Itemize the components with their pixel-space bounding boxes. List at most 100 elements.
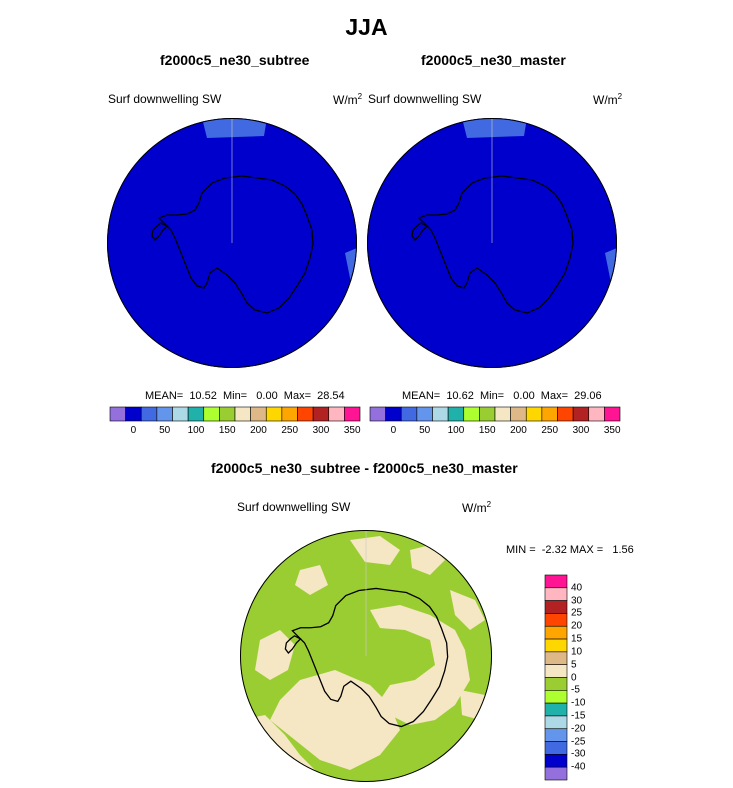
- colorbar-tick-label: 250: [541, 425, 559, 436]
- colorbar-tick-label: 300: [312, 425, 330, 436]
- colorbar-tick-label: 350: [603, 425, 621, 436]
- colorbar-tick-label: 40: [571, 582, 583, 594]
- panel-2-units: W/m2: [593, 92, 623, 107]
- colorbar-tick-label: 20: [571, 620, 583, 632]
- colorbar-swatch: [544, 651, 568, 665]
- colorbar-swatch: [109, 406, 126, 422]
- colorbar-swatch: [544, 664, 568, 678]
- colorbar-swatch: [557, 406, 574, 422]
- map-border: [240, 530, 492, 782]
- map-edge-shading: [462, 118, 527, 138]
- panel-1-polar-map: [107, 118, 357, 368]
- colorbar-tick-label: 0: [130, 425, 137, 436]
- coastline: [417, 175, 574, 314]
- map-edge-shading: [202, 118, 267, 138]
- diff-polar-map: [240, 530, 492, 782]
- diff-subtitle: f2000c5_ne30_subtree - f2000c5_ne30_mast…: [211, 460, 518, 476]
- colorbar-tick-label: 100: [447, 425, 465, 436]
- coastline: [157, 175, 314, 314]
- colorbar-swatch: [281, 406, 298, 422]
- colorbar-swatch: [265, 406, 283, 422]
- colorbar-swatch: [156, 406, 173, 422]
- colorbar-tick-label: -15: [571, 710, 586, 722]
- colorbar-tick-label: 250: [281, 425, 299, 436]
- colorbar-swatch: [140, 406, 158, 422]
- coastline: [291, 587, 449, 728]
- map-field-fill: [370, 605, 470, 725]
- panel-2-colorbar-ticks: 0 50 100 150 200 250 300 350: [370, 425, 621, 439]
- colorbar-tick-label: 25: [571, 607, 583, 619]
- colorbar-swatch: [544, 638, 568, 653]
- colorbar-swatch: [447, 406, 465, 422]
- colorbar-tick-label: -25: [571, 736, 586, 748]
- colorbar-tick-label: 0: [571, 672, 577, 683]
- map-field-fill: [295, 565, 328, 595]
- colorbar-swatch: [544, 715, 568, 730]
- colorbar-tick-label: 200: [510, 425, 527, 436]
- colorbar-tick-label: 5: [571, 659, 577, 671]
- coastline: [151, 222, 169, 241]
- coastline: [411, 222, 429, 241]
- colorbar-swatch: [525, 406, 543, 422]
- panel-1-colorbar-ticks: 0 50 100 150 200 250 300 350: [110, 425, 361, 439]
- colorbar-swatch: [544, 613, 568, 627]
- diff-colorbar-ticks: 40 30 25 20 15 10 5 0 -5 -10 -15 -20 -25 -30 -40: [571, 575, 611, 780]
- colorbar-swatch: [544, 625, 568, 640]
- colorbar-tick-label: -30: [571, 748, 586, 760]
- diff-stats: MIN = -2.32 MAX = 1.56: [506, 544, 634, 556]
- panel-2-colorbar: [369, 406, 621, 422]
- colorbar-swatch: [203, 406, 220, 422]
- colorbar-tick-label: 350: [343, 425, 361, 436]
- diff-variable-label: Surf downwelling SW: [237, 500, 351, 514]
- colorbar-swatch: [544, 754, 568, 768]
- colorbar-swatch: [544, 587, 568, 601]
- diff-units: W/m2: [462, 500, 492, 515]
- colorbar-tick-label: -5: [571, 684, 580, 696]
- colorbar-tick-label: 200: [250, 425, 267, 436]
- colorbar-swatch: [234, 406, 251, 422]
- map-field-fill: [255, 630, 295, 680]
- colorbar-swatch: [588, 406, 605, 422]
- colorbar-tick-label: 0: [390, 425, 397, 436]
- colorbar-swatch: [544, 690, 568, 704]
- colorbar-swatch: [494, 406, 511, 422]
- map-border: [107, 118, 357, 368]
- colorbar-swatch: [312, 406, 330, 422]
- panel-1-units: W/m2: [333, 92, 363, 107]
- colorbar-swatch: [432, 406, 449, 422]
- colorbar-swatch: [187, 406, 205, 422]
- colorbar-swatch: [544, 728, 568, 742]
- panel-2-variable-label: Surf downwelling SW: [368, 92, 482, 106]
- coastline: [284, 635, 302, 654]
- colorbar-tick-label: 150: [218, 425, 236, 436]
- panel-2-stats: MEAN= 10.62 Min= 0.00 Max= 29.06: [402, 390, 602, 402]
- colorbar-tick-label: -10: [571, 697, 586, 709]
- diff-colorbar: [544, 574, 568, 781]
- colorbar-tick-label: 30: [571, 595, 583, 607]
- colorbar-swatch: [510, 406, 527, 422]
- panel-2-subtitle: f2000c5_ne30_master: [421, 52, 566, 68]
- colorbar-swatch: [541, 406, 558, 422]
- panel-1-colorbar: [109, 406, 361, 422]
- main-title: JJA: [345, 14, 388, 40]
- colorbar-tick-label: -20: [571, 723, 586, 735]
- colorbar-swatch: [572, 406, 590, 422]
- colorbar-swatch: [544, 702, 568, 717]
- colorbar-swatch: [544, 741, 568, 755]
- colorbar-tick-label: 10: [571, 646, 583, 658]
- map-field-fill: [350, 536, 400, 565]
- colorbar-tick-label: 50: [159, 425, 171, 436]
- panel-1-stats: MEAN= 10.52 Min= 0.00 Max= 28.54: [145, 390, 345, 402]
- colorbar-tick-label: -40: [571, 761, 586, 773]
- colorbar-swatch: [544, 574, 568, 589]
- colorbar-swatch: [369, 406, 386, 422]
- colorbar-swatch: [400, 406, 418, 422]
- colorbar-swatch: [328, 406, 345, 422]
- colorbar-swatch: [416, 406, 433, 422]
- colorbar-swatch: [250, 406, 267, 422]
- colorbar-tick-label: 100: [187, 425, 205, 436]
- panel-1-variable-label: Surf downwelling SW: [108, 92, 222, 106]
- colorbar-swatch: [463, 406, 480, 422]
- colorbar-swatch: [544, 677, 568, 691]
- colorbar-swatch: [544, 600, 568, 614]
